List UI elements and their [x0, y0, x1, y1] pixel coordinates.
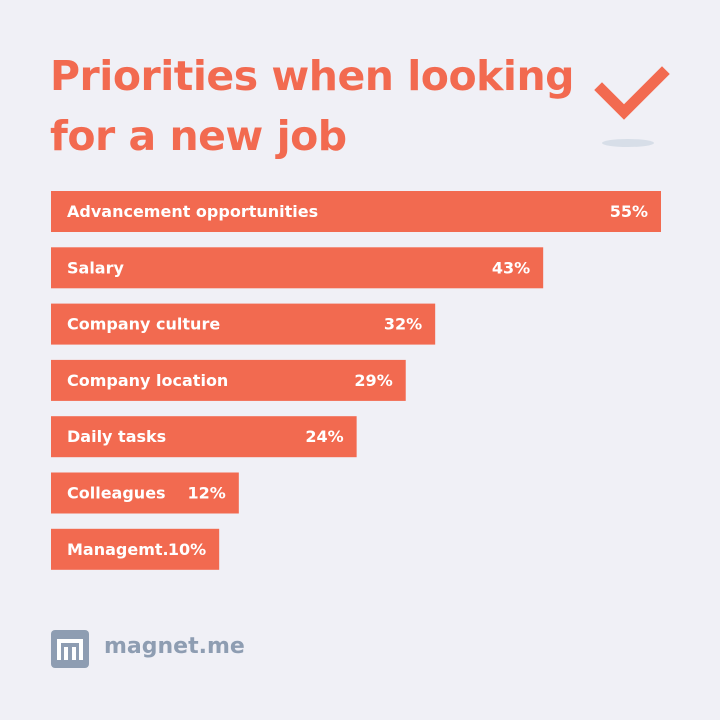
bar	[51, 528, 220, 570]
brand-name: magnet.me	[104, 634, 245, 659]
bar	[51, 359, 406, 401]
category-label: Advancement opportunities	[67, 202, 318, 221]
value-label: 10%	[168, 540, 206, 559]
value-label: 43%	[492, 258, 530, 277]
check-icon	[594, 66, 670, 147]
category-label: Salary	[67, 258, 124, 277]
bar	[51, 472, 239, 514]
bar	[51, 303, 436, 345]
value-label: 55%	[610, 202, 648, 221]
bar	[51, 191, 661, 232]
category-label: Company culture	[67, 315, 220, 334]
value-label: 32%	[384, 315, 422, 334]
value-label: 29%	[354, 371, 392, 390]
bar	[51, 247, 544, 289]
category-label: Colleagues	[67, 484, 166, 503]
category-label: Company location	[67, 371, 228, 390]
category-label: Managemt.	[67, 540, 169, 559]
category-label: Daily tasks	[67, 427, 166, 446]
bar	[51, 416, 357, 458]
value-label: 24%	[305, 427, 343, 446]
value-label: 12%	[188, 484, 226, 503]
chart-title: Priorities when looking for a new job	[50, 52, 574, 160]
brand-logo	[51, 630, 89, 668]
